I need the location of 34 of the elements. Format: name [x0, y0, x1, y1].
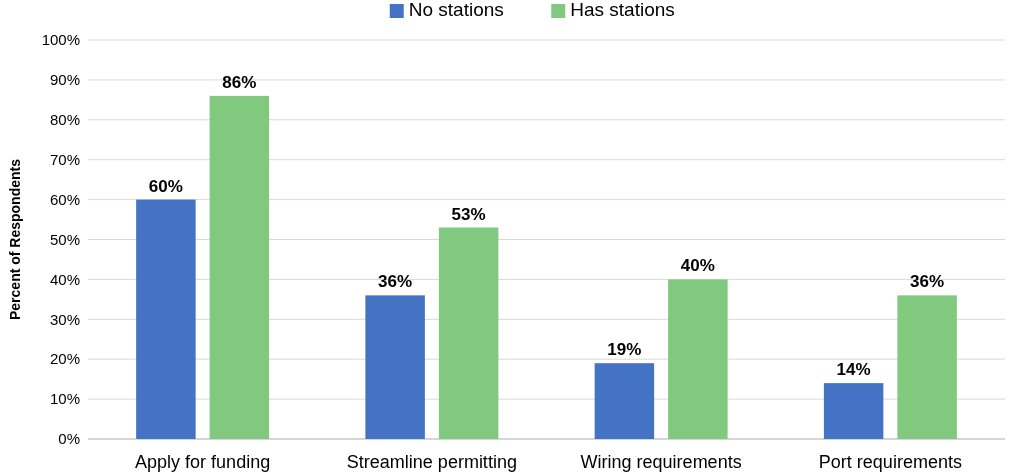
- y-tick-label: 60%: [49, 190, 80, 208]
- y-tick-label: 10%: [49, 390, 80, 408]
- bar: [668, 279, 728, 439]
- data-label: 86%: [222, 72, 257, 92]
- bar: [438, 227, 499, 439]
- data-label: 36%: [910, 272, 945, 292]
- y-tick-label: 50%: [49, 230, 80, 248]
- x-tick-label: Wiring requirements: [580, 452, 742, 472]
- y-tick-label: 80%: [49, 111, 80, 129]
- bar: [209, 95, 270, 439]
- y-tick-label: 100%: [41, 31, 80, 49]
- bar: [136, 199, 196, 439]
- x-tick-label: Streamline permitting: [346, 452, 517, 472]
- legend-label: Has stations: [570, 0, 675, 20]
- x-tick-label: Apply for funding: [135, 452, 271, 472]
- y-tick-label: 70%: [49, 150, 80, 168]
- data-label: 40%: [680, 256, 715, 276]
- y-tick-label: 40%: [49, 270, 80, 288]
- bar: [823, 383, 884, 439]
- y-tick-label: 30%: [49, 310, 80, 328]
- y-tick-label: 90%: [49, 71, 80, 89]
- bar: [365, 295, 425, 439]
- x-tick-label: Port requirements: [818, 452, 962, 472]
- y-tick-label: 20%: [49, 350, 80, 368]
- data-label: 19%: [607, 340, 642, 360]
- bar: [897, 295, 957, 439]
- data-label: 36%: [378, 272, 413, 292]
- y-axis-title: Percent of Respondents: [7, 158, 23, 321]
- bar: [594, 363, 655, 439]
- data-label: 60%: [148, 176, 183, 196]
- legend-label: No stations: [408, 0, 504, 20]
- data-label: 14%: [836, 360, 871, 380]
- y-tick-label: 0%: [58, 430, 80, 448]
- data-label: 53%: [451, 204, 486, 224]
